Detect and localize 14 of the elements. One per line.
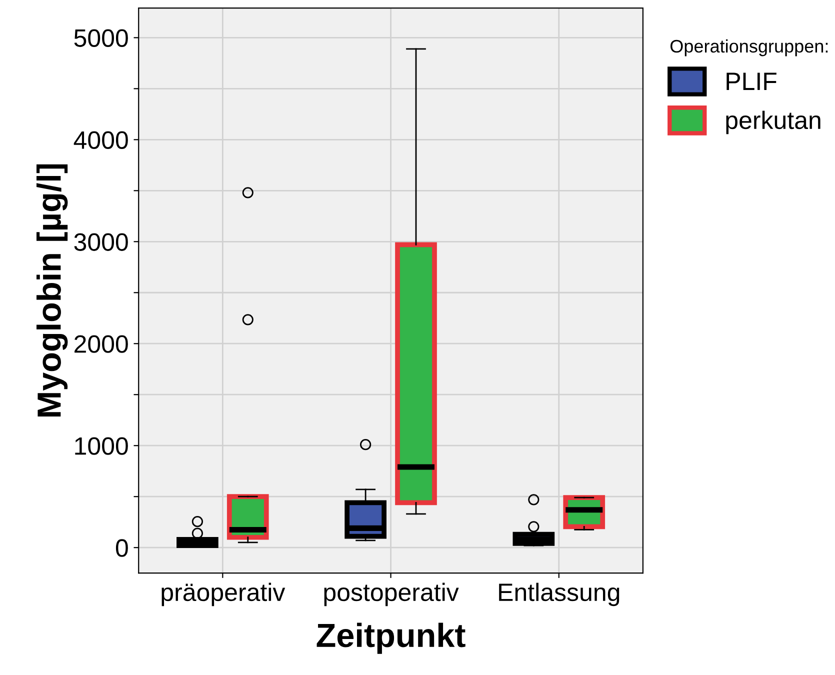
x-tick-label: präoperativ <box>162 582 286 606</box>
legend-title: Operationsgruppen: <box>670 39 828 56</box>
x-axis-title: Zeitpunkt <box>316 622 466 654</box>
x-tick-label: Entlassung <box>499 582 620 606</box>
legend-label: perkutan <box>726 110 820 134</box>
y-tick-label: 2000 <box>74 335 128 353</box>
y-tick-label: 1000 <box>75 437 128 455</box>
y-tick-label: 5000 <box>74 29 128 47</box>
x-tick-label: postoperativ <box>324 582 459 606</box>
y-tick-label: 3000 <box>74 233 128 251</box>
y-axis-title: Myoglobin [µg/l] <box>36 164 68 416</box>
y-tick-label: 4000 <box>74 131 128 149</box>
legend-label: PLIF <box>726 72 776 90</box>
y-tick-label: 0 <box>116 539 128 557</box>
